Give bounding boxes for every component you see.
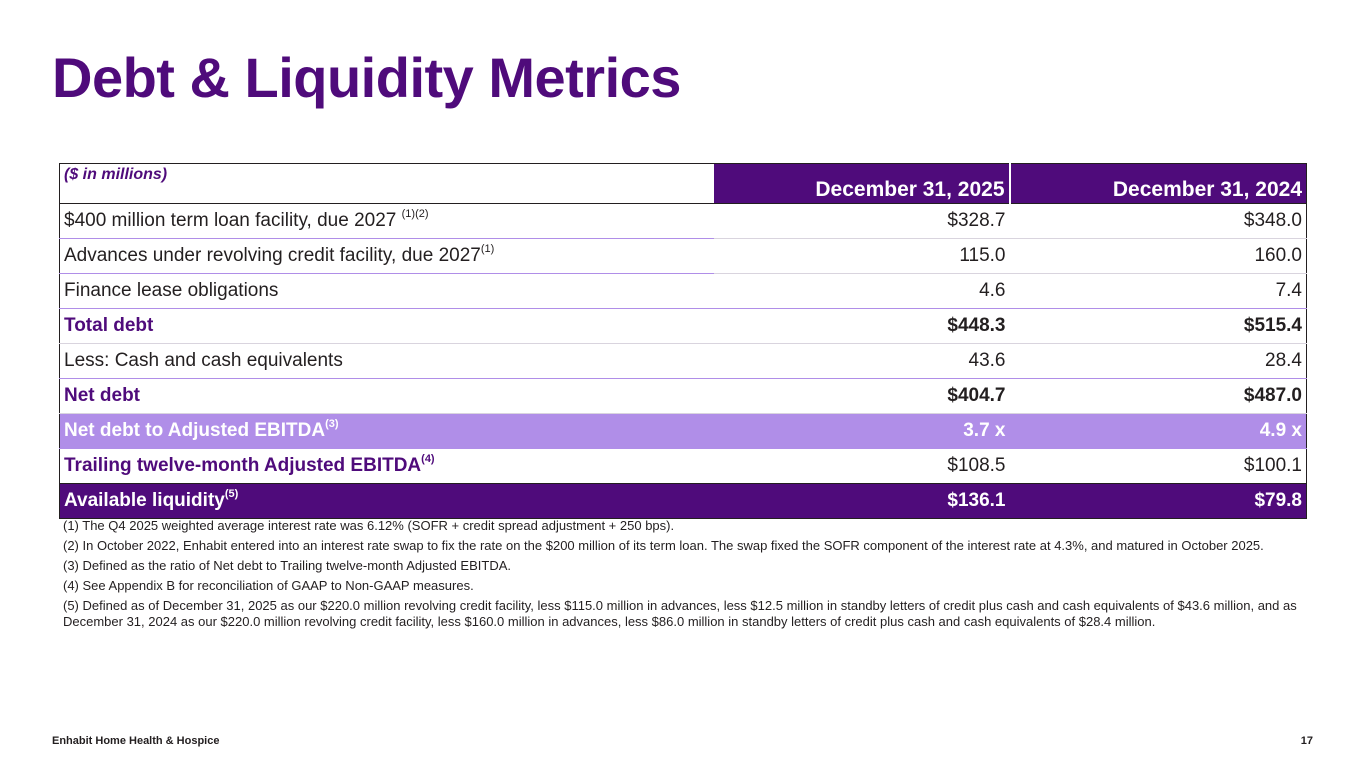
row-label: Finance lease obligations (59, 273, 714, 309)
row-value-2025: 3.7 x (713, 413, 1010, 449)
debt-liquidity-table: ($ in millions) December 31, 2025 Decemb… (59, 163, 1307, 519)
row-value-2024: 28.4 (1009, 343, 1307, 379)
row-value-2025: $108.5 (713, 448, 1010, 484)
row-value-2024: $515.4 (1009, 308, 1307, 344)
row-label: Trailing twelve-month Adjusted EBITDA(4) (59, 448, 714, 484)
page-title: Debt & Liquidity Metrics (52, 46, 681, 109)
table-row-net-debt: Net debt $404.7 $487.0 (59, 378, 1307, 414)
row-value-2025: 43.6 (713, 343, 1010, 379)
row-value-2024: $348.0 (1009, 203, 1307, 239)
footnote-ref: (1) (480, 243, 495, 255)
table-row-finance-lease: Finance lease obligations 4.6 7.4 (59, 273, 1307, 309)
table-row-ttm-ebitda: Trailing twelve-month Adjusted EBITDA(4)… (59, 448, 1307, 484)
footnote-4: (4) See Appendix B for reconciliation of… (63, 578, 474, 593)
footnote-ref: (5) (224, 488, 239, 500)
row-value-2025: $448.3 (713, 308, 1010, 344)
table-header-row: ($ in millions) December 31, 2025 Decemb… (59, 163, 1307, 204)
footnote-ref: (4) (421, 453, 435, 465)
page-number: 17 (1300, 735, 1313, 747)
row-value-2024: 160.0 (1009, 238, 1307, 274)
row-value-2025: $136.1 (713, 483, 1010, 519)
row-value-2024: $79.8 (1009, 483, 1307, 519)
row-value-2025: 115.0 (713, 238, 1010, 274)
table-row-leverage-ratio: Net debt to Adjusted EBITDA(3) 3.7 x 4.9… (59, 413, 1307, 449)
table-row-revolver: Advances under revolving credit facility… (59, 238, 1307, 274)
row-value-2024: $100.1 (1009, 448, 1307, 484)
footnote-ref: (1)(2) (401, 208, 429, 220)
row-label: Total debt (59, 308, 714, 344)
footnote-ref: (3) (325, 418, 339, 430)
table-row-cash: Less: Cash and cash equivalents 43.6 28.… (59, 343, 1307, 379)
table-row-total-debt: Total debt $448.3 $515.4 (59, 308, 1307, 344)
row-label: Net debt to Adjusted EBITDA(3) (59, 413, 714, 449)
row-value-2025: $404.7 (713, 378, 1010, 414)
row-label: Advances under revolving credit facility… (59, 238, 714, 274)
footnote-1: (1) The Q4 2025 weighted average interes… (63, 518, 675, 533)
row-value-2024: 4.9 x (1009, 413, 1307, 449)
footnote-3: (3) Defined as the ratio of Net debt to … (63, 558, 511, 573)
row-label: Net debt (59, 378, 714, 414)
row-label: Less: Cash and cash equivalents (59, 343, 714, 379)
row-value-2024: $487.0 (1009, 378, 1307, 414)
footnote-2: (2) In October 2022, Enhabit entered int… (63, 538, 1264, 553)
footer-company-name: Enhabit Home Health & Hospice (52, 735, 220, 747)
footnote-5: (5) Defined as of December 31, 2025 as o… (63, 598, 1297, 629)
row-value-2025: 4.6 (713, 273, 1010, 309)
table-row-term-loan: $400 million term loan facility, due 202… (59, 203, 1307, 239)
row-label: Available liquidity(5) (59, 483, 714, 519)
footnotes: (1) The Q4 2025 weighted average interes… (63, 518, 1303, 634)
column-header-2025: December 31, 2025 (713, 163, 1011, 204)
column-header-2024: December 31, 2024 (1009, 163, 1307, 204)
units-label: ($ in millions) (59, 163, 714, 204)
row-value-2025: $328.7 (713, 203, 1010, 239)
table-row-available-liquidity: Available liquidity(5) $136.1 $79.8 (59, 483, 1307, 519)
row-value-2024: 7.4 (1009, 273, 1307, 309)
row-label: $400 million term loan facility, due 202… (59, 203, 714, 239)
